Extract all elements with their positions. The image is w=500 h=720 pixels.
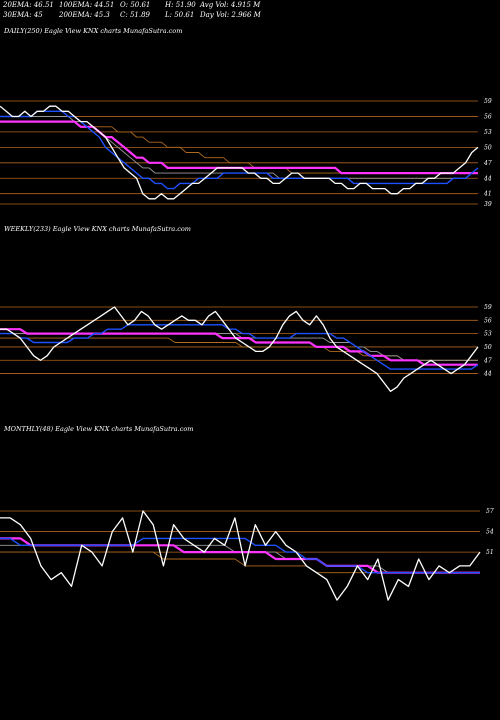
daily-y-tick-label: 39 bbox=[484, 201, 492, 208]
daily-y-tick-label: 50 bbox=[484, 144, 492, 151]
daily-y-tick-label: 56 bbox=[484, 113, 492, 120]
header-open: O: 50.61 bbox=[120, 1, 151, 9]
header-high: H: 51.90 bbox=[165, 1, 196, 9]
daily-y-tick-label: 59 bbox=[484, 98, 492, 105]
header-day-vol: Day Vol: 2.966 M bbox=[200, 11, 261, 19]
header-ema20: 20EMA: 46.51 bbox=[3, 1, 54, 9]
daily-y-tick-label: 47 bbox=[483, 160, 492, 167]
weekly-y-tick-label: 44 bbox=[483, 371, 492, 378]
weekly-chart-title: WEEKLY(233) Eagle View KNX charts Munafa… bbox=[4, 225, 191, 233]
weekly-ema-magenta-line bbox=[0, 328, 478, 366]
daily-chart-title: DAILY(250) Eagle View KNX charts MunafaS… bbox=[4, 27, 183, 35]
header-ema100: 100EMA: 44.51 bbox=[59, 1, 115, 9]
daily-y-tick-label: 53 bbox=[484, 129, 492, 136]
weekly-price-line bbox=[0, 306, 479, 392]
weekly-y-tick-label: 56 bbox=[484, 317, 492, 324]
monthly-y-tick-label: 54 bbox=[486, 529, 494, 536]
weekly-y-tick-label: 59 bbox=[484, 304, 492, 311]
weekly-ema-brown-line bbox=[0, 337, 478, 361]
monthly-y-tick-label: 57 bbox=[486, 508, 494, 515]
weekly-ema20-line bbox=[0, 324, 479, 370]
monthly-ema20-line bbox=[0, 537, 480, 574]
header-ema30: 30EMA: 45 bbox=[3, 11, 43, 19]
daily-ema20-line bbox=[0, 110, 479, 190]
header-avg-vol: Avg Vol: 4.915 M bbox=[200, 1, 261, 9]
monthly-y-tick-label: 51 bbox=[486, 549, 494, 556]
header-close: C: 51.89 bbox=[120, 11, 150, 19]
header-low: L: 50.61 bbox=[165, 11, 195, 19]
weekly-y-tick-label: 53 bbox=[484, 331, 492, 338]
monthly-chart-title: MONTHLY(48) Eagle View KNX charts Munafa… bbox=[4, 425, 194, 433]
daily-y-tick-label: 44 bbox=[483, 175, 492, 182]
header-ema200: 200EMA: 45.3 bbox=[59, 11, 110, 19]
monthly-price-line bbox=[0, 510, 481, 601]
daily-y-tick-label: 41 bbox=[483, 191, 492, 198]
weekly-y-tick-label: 47 bbox=[483, 357, 492, 364]
weekly-y-tick-label: 50 bbox=[484, 344, 492, 351]
daily-price-line bbox=[0, 105, 479, 200]
monthly-ema-brown-line bbox=[0, 551, 480, 574]
monthly-ema-gray-line bbox=[0, 544, 480, 574]
